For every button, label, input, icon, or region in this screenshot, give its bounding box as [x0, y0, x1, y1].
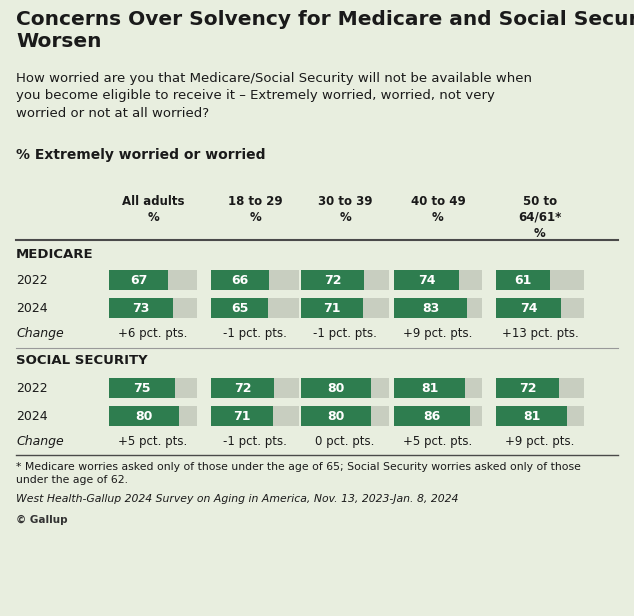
Bar: [211, 270, 269, 290]
Bar: [301, 298, 363, 318]
Bar: [301, 406, 389, 426]
Text: Concerns Over Solvency for Medicare and Social Security
Worsen: Concerns Over Solvency for Medicare and …: [16, 10, 634, 51]
Text: 74: 74: [520, 301, 537, 315]
Bar: [496, 406, 584, 426]
Text: 72: 72: [519, 381, 536, 394]
Text: 71: 71: [233, 410, 251, 423]
Bar: [496, 298, 584, 318]
Text: Change: Change: [16, 434, 64, 447]
Bar: [109, 378, 197, 398]
Bar: [301, 270, 365, 290]
Bar: [211, 406, 299, 426]
Text: -1 pct. pts.: -1 pct. pts.: [223, 434, 287, 447]
Bar: [496, 378, 584, 398]
Bar: [211, 298, 299, 318]
Text: 81: 81: [421, 381, 438, 394]
Text: +5 pct. pts.: +5 pct. pts.: [119, 434, 188, 447]
Bar: [394, 378, 482, 398]
Text: West Health-Gallup 2024 Survey on Aging in America, Nov. 13, 2023-Jan. 8, 2024: West Health-Gallup 2024 Survey on Aging …: [16, 494, 458, 504]
Bar: [109, 298, 173, 318]
Text: -1 pct. pts.: -1 pct. pts.: [223, 326, 287, 339]
Text: 80: 80: [328, 381, 345, 394]
Text: 72: 72: [234, 381, 252, 394]
Text: 80: 80: [136, 410, 153, 423]
Bar: [301, 406, 372, 426]
Text: 67: 67: [130, 274, 147, 286]
Text: -1 pct. pts.: -1 pct. pts.: [313, 326, 377, 339]
Text: 30 to 39
%: 30 to 39 %: [318, 195, 372, 224]
Bar: [301, 378, 389, 398]
Bar: [211, 378, 299, 398]
Bar: [394, 298, 482, 318]
Bar: [496, 406, 567, 426]
Bar: [109, 406, 179, 426]
Bar: [211, 298, 268, 318]
Text: 50 to
64/61*
%: 50 to 64/61* %: [519, 195, 562, 240]
Bar: [394, 406, 470, 426]
Text: 18 to 29
%: 18 to 29 %: [228, 195, 282, 224]
Bar: [394, 270, 482, 290]
Text: 61: 61: [514, 274, 531, 286]
Bar: [211, 270, 299, 290]
Text: 75: 75: [133, 381, 151, 394]
Bar: [496, 298, 561, 318]
Text: All adults
%: All adults %: [122, 195, 184, 224]
Text: 0 pct. pts.: 0 pct. pts.: [315, 434, 375, 447]
Text: 65: 65: [231, 301, 249, 315]
Text: 73: 73: [133, 301, 150, 315]
Text: MEDICARE: MEDICARE: [16, 248, 94, 261]
Bar: [496, 270, 550, 290]
Bar: [109, 378, 175, 398]
Text: % Extremely worried or worried: % Extremely worried or worried: [16, 148, 266, 162]
Text: 83: 83: [422, 301, 439, 315]
Text: Change: Change: [16, 326, 64, 339]
Text: +9 pct. pts.: +9 pct. pts.: [505, 434, 574, 447]
Text: 74: 74: [418, 274, 436, 286]
Text: * Medicare worries asked only of those under the age of 65; Social Security worr: * Medicare worries asked only of those u…: [16, 462, 581, 485]
Text: 2024: 2024: [16, 301, 48, 315]
Bar: [211, 378, 275, 398]
Text: 80: 80: [328, 410, 345, 423]
Text: © Gallup: © Gallup: [16, 515, 68, 525]
Text: How worried are you that Medicare/Social Security will not be available when
you: How worried are you that Medicare/Social…: [16, 72, 532, 120]
Text: 81: 81: [523, 410, 540, 423]
Text: 2022: 2022: [16, 381, 48, 394]
Bar: [394, 378, 465, 398]
Text: 66: 66: [231, 274, 249, 286]
Bar: [301, 270, 389, 290]
Text: +6 pct. pts.: +6 pct. pts.: [119, 326, 188, 339]
Bar: [394, 298, 467, 318]
Text: 40 to 49
%: 40 to 49 %: [411, 195, 465, 224]
Bar: [496, 378, 559, 398]
Bar: [496, 270, 584, 290]
Text: 71: 71: [323, 301, 341, 315]
Text: +5 pct. pts.: +5 pct. pts.: [403, 434, 472, 447]
Text: 2022: 2022: [16, 274, 48, 286]
Text: SOCIAL SECURITY: SOCIAL SECURITY: [16, 354, 148, 367]
Bar: [394, 406, 482, 426]
Text: 72: 72: [324, 274, 342, 286]
Bar: [109, 270, 197, 290]
Bar: [301, 378, 372, 398]
Text: +13 pct. pts.: +13 pct. pts.: [501, 326, 578, 339]
Text: 86: 86: [424, 410, 441, 423]
Text: 2024: 2024: [16, 410, 48, 423]
Bar: [301, 298, 389, 318]
Bar: [211, 406, 273, 426]
Bar: [109, 298, 197, 318]
Bar: [109, 270, 168, 290]
Bar: [394, 270, 459, 290]
Text: +9 pct. pts.: +9 pct. pts.: [403, 326, 473, 339]
Bar: [109, 406, 197, 426]
